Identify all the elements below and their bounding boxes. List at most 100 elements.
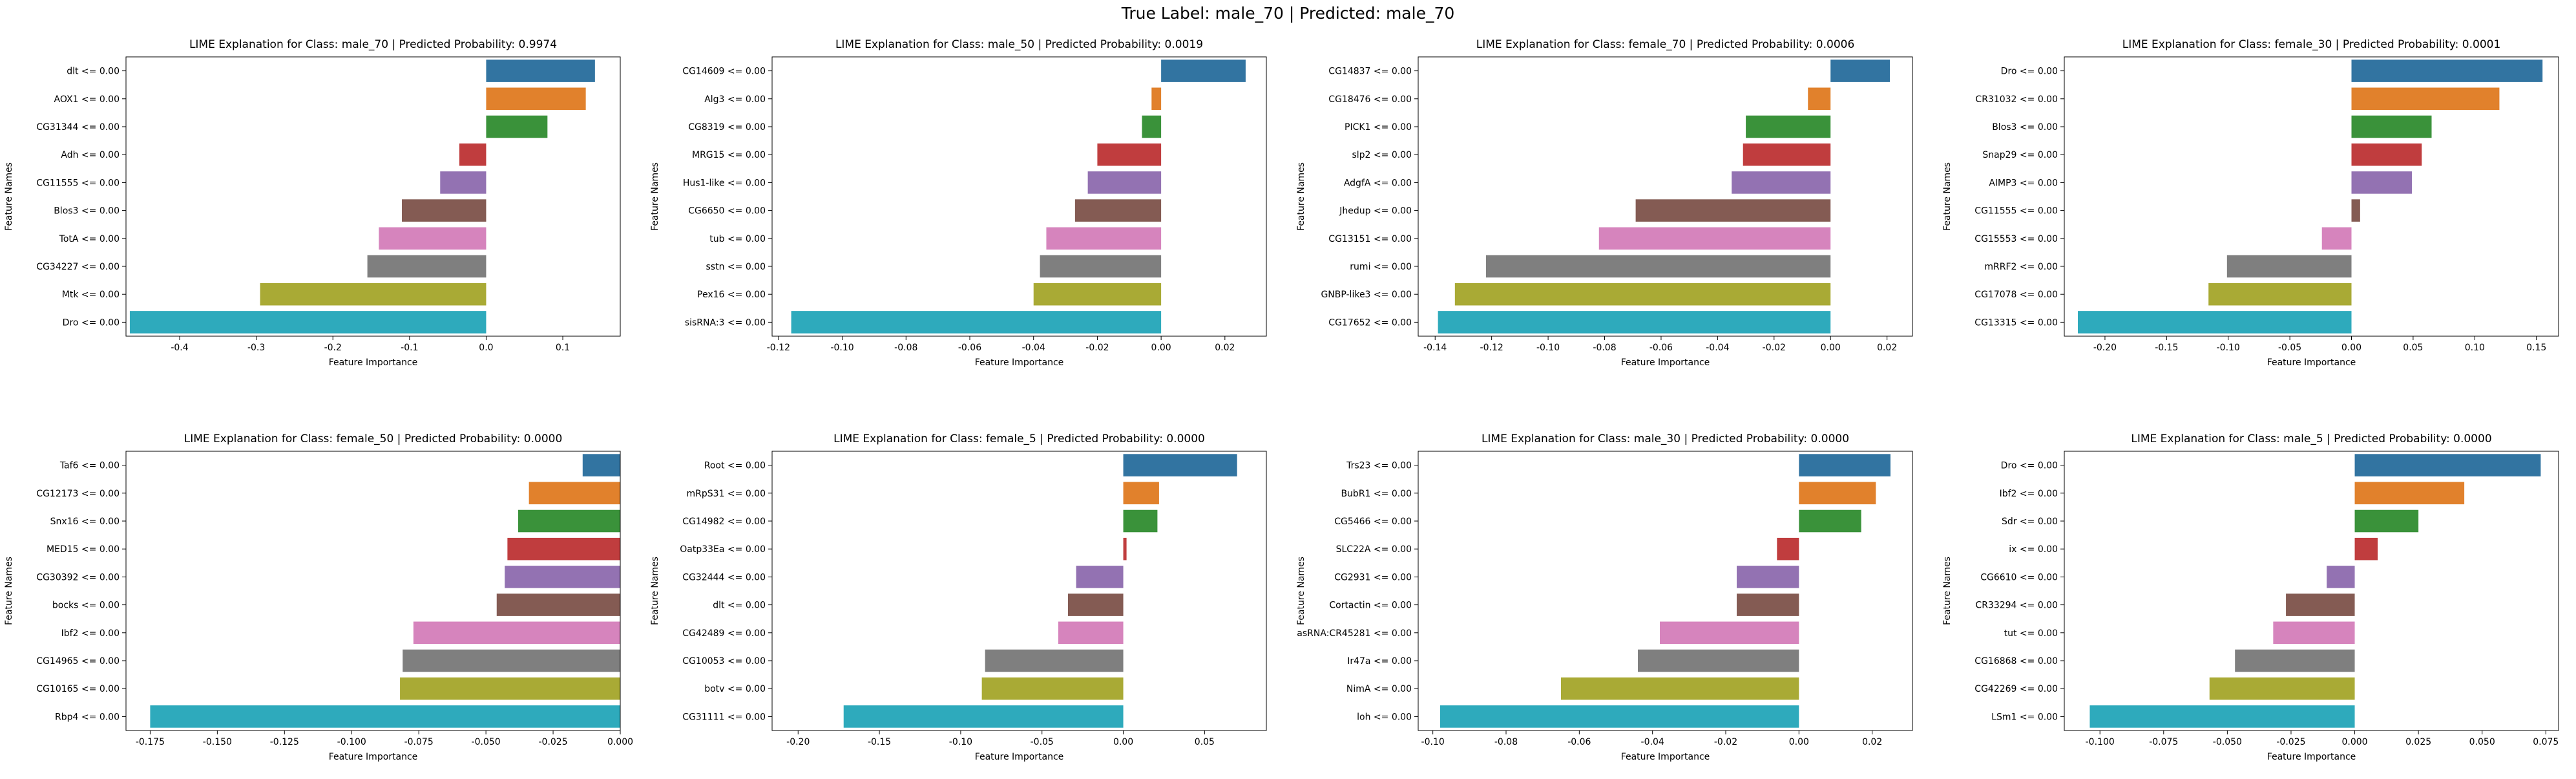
bar: [1799, 509, 1861, 533]
y-tick-label: rumi <= 0.00: [1350, 262, 1412, 272]
bar: [2351, 87, 2500, 111]
bar: [1737, 566, 1799, 588]
x-tick-label: 0.02: [1877, 343, 1897, 353]
x-tick-label: -0.04: [1022, 343, 1045, 353]
x-tick-label: -0.100: [337, 737, 366, 747]
bar: [1161, 59, 1246, 82]
x-tick-label: -0.10: [2217, 343, 2240, 353]
bar: [2351, 59, 2543, 82]
x-tick-label: -0.14: [1423, 343, 1447, 353]
y-tick-label: GNBP-like3 <= 0.00: [1321, 290, 1412, 300]
bar: [459, 143, 487, 166]
bar: [2235, 649, 2355, 672]
chart-panel-2: LIME Explanation for Class: male_50 | Pr…: [646, 13, 1279, 375]
bar: [1830, 59, 1890, 82]
y-tick-label: asRNA:CR45281 <= 0.00: [1297, 628, 1412, 639]
y-tick-label: bocks <= 0.00: [52, 601, 120, 611]
y-axis-label: Feature Names: [4, 162, 14, 231]
bar: [1123, 509, 1158, 533]
y-tick-label: Alg3 <= 0.00: [704, 94, 766, 105]
x-tick-label: -0.08: [1593, 343, 1616, 353]
bar: [1087, 171, 1162, 194]
chart-svg-6: LIME Explanation for Class: female_5 | P…: [650, 432, 1267, 762]
x-tick-label: -0.20: [786, 737, 810, 747]
chart-panel-4: LIME Explanation for Class: female_30 | …: [1938, 13, 2571, 375]
bar: [260, 283, 487, 306]
x-tick-label: 0.000: [2341, 737, 2367, 747]
bar: [1151, 87, 1162, 111]
y-tick-label: TotA <= 0.00: [59, 234, 120, 244]
y-tick-label: CG11555 <= 0.00: [1974, 206, 2058, 217]
x-tick-label: -0.02: [1085, 343, 1109, 353]
x-tick-label: -0.08: [894, 343, 917, 353]
x-tick-label: -0.05: [1031, 737, 1054, 747]
chart-svg-3: LIME Explanation for Class: female_70 | …: [1296, 38, 1913, 368]
x-tick-label: -0.08: [1494, 737, 1518, 747]
y-tick-label: PICK1 <= 0.00: [1345, 122, 1412, 133]
bar: [1777, 537, 1799, 560]
bar: [1660, 621, 1799, 645]
y-tick-label: CG2931 <= 0.00: [1334, 572, 1412, 582]
y-tick-label: AOX1 <= 0.00: [54, 94, 120, 105]
x-tick-label: -0.06: [958, 343, 981, 353]
chart-title: LIME Explanation for Class: female_30 | …: [2122, 38, 2501, 51]
chart-svg-2: LIME Explanation for Class: male_50 | Pr…: [650, 38, 1267, 368]
x-axis-label: Feature Importance: [329, 357, 418, 368]
bar: [2226, 255, 2352, 278]
y-tick-label: ix <= 0.00: [2009, 544, 2058, 555]
x-tick-label: 0.05: [2403, 343, 2423, 353]
bar: [150, 705, 621, 728]
x-tick-label: -0.10: [1536, 343, 1560, 353]
y-axis-label: Feature Names: [650, 557, 660, 625]
x-tick-label: -0.100: [2086, 737, 2115, 747]
x-tick-label: 0.02: [1215, 343, 1235, 353]
bar: [379, 227, 487, 250]
chart-svg-4: LIME Explanation for Class: female_30 | …: [1942, 38, 2559, 368]
bar: [843, 705, 1124, 728]
y-tick-label: MRG15 <= 0.00: [692, 150, 766, 160]
bar: [2351, 115, 2432, 138]
y-tick-label: CG16868 <= 0.00: [1974, 656, 2058, 667]
x-tick-label: -0.05: [2278, 343, 2301, 353]
x-tick-label: -0.06: [1649, 343, 1673, 353]
bar: [791, 311, 1162, 334]
y-tick-label: CR31032 <= 0.00: [1975, 94, 2058, 105]
y-tick-label: CG42269 <= 0.00: [1974, 684, 2058, 694]
bar: [400, 677, 620, 700]
y-tick-label: LSm1 <= 0.00: [1991, 712, 2058, 722]
bar: [367, 255, 487, 278]
y-tick-label: Snap29 <= 0.00: [1982, 150, 2058, 160]
plot-frame: [2064, 56, 2559, 337]
y-tick-label: Cortactin <= 0.00: [1329, 601, 1412, 611]
chart-panel-3: LIME Explanation for Class: female_70 | …: [1292, 13, 1925, 375]
bar: [1123, 537, 1127, 560]
bar: [2351, 143, 2422, 166]
bar: [486, 87, 586, 111]
y-tick-label: CG14837 <= 0.00: [1328, 67, 1412, 77]
x-axis-label: Feature Importance: [975, 357, 1064, 368]
x-tick-label: -0.10: [1421, 737, 1445, 747]
x-tick-label: -0.025: [2276, 737, 2305, 747]
y-tick-label: CG31344 <= 0.00: [36, 122, 120, 133]
x-tick-label: -0.02: [1763, 343, 1786, 353]
figure-title: True Label: male_70 | Predicted: male_70: [1121, 4, 1455, 23]
y-axis-label: Feature Names: [1296, 162, 1306, 231]
y-tick-label: sisRNA:3 <= 0.00: [685, 317, 766, 328]
bar: [2354, 454, 2541, 476]
bar: [1033, 283, 1162, 306]
bar: [1142, 115, 1162, 138]
x-tick-label: 0.00: [1113, 737, 1133, 747]
bar: [505, 566, 620, 588]
y-axis-label: Feature Names: [1942, 162, 1953, 231]
x-tick-label: 0.10: [2465, 343, 2485, 353]
y-tick-label: Trs23 <= 0.00: [1346, 461, 1412, 471]
y-tick-label: tub <= 0.00: [709, 234, 766, 244]
x-tick-label: -0.04: [1641, 737, 1664, 747]
y-tick-label: Dro <= 0.00: [2001, 67, 2058, 77]
bar: [518, 509, 620, 533]
bar: [440, 171, 487, 194]
bar: [2286, 593, 2355, 616]
bar: [1732, 171, 1831, 194]
chart-title: LIME Explanation for Class: female_70 | …: [1476, 38, 1855, 51]
bar: [1040, 255, 1162, 278]
